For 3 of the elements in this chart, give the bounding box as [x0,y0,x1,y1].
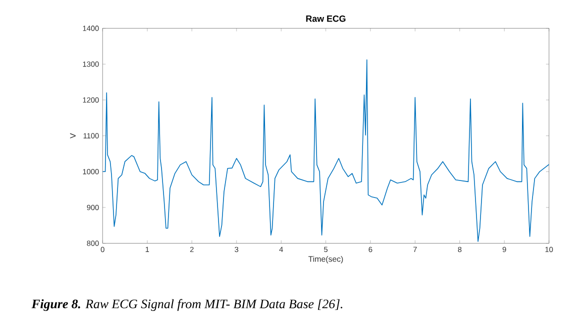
line-series [102,59,550,242]
chart-title: Raw ECG [306,15,346,22]
text: Figure 8. Raw ECG Signal from MIT- BIM Data Base [26]. [32,299,342,311]
